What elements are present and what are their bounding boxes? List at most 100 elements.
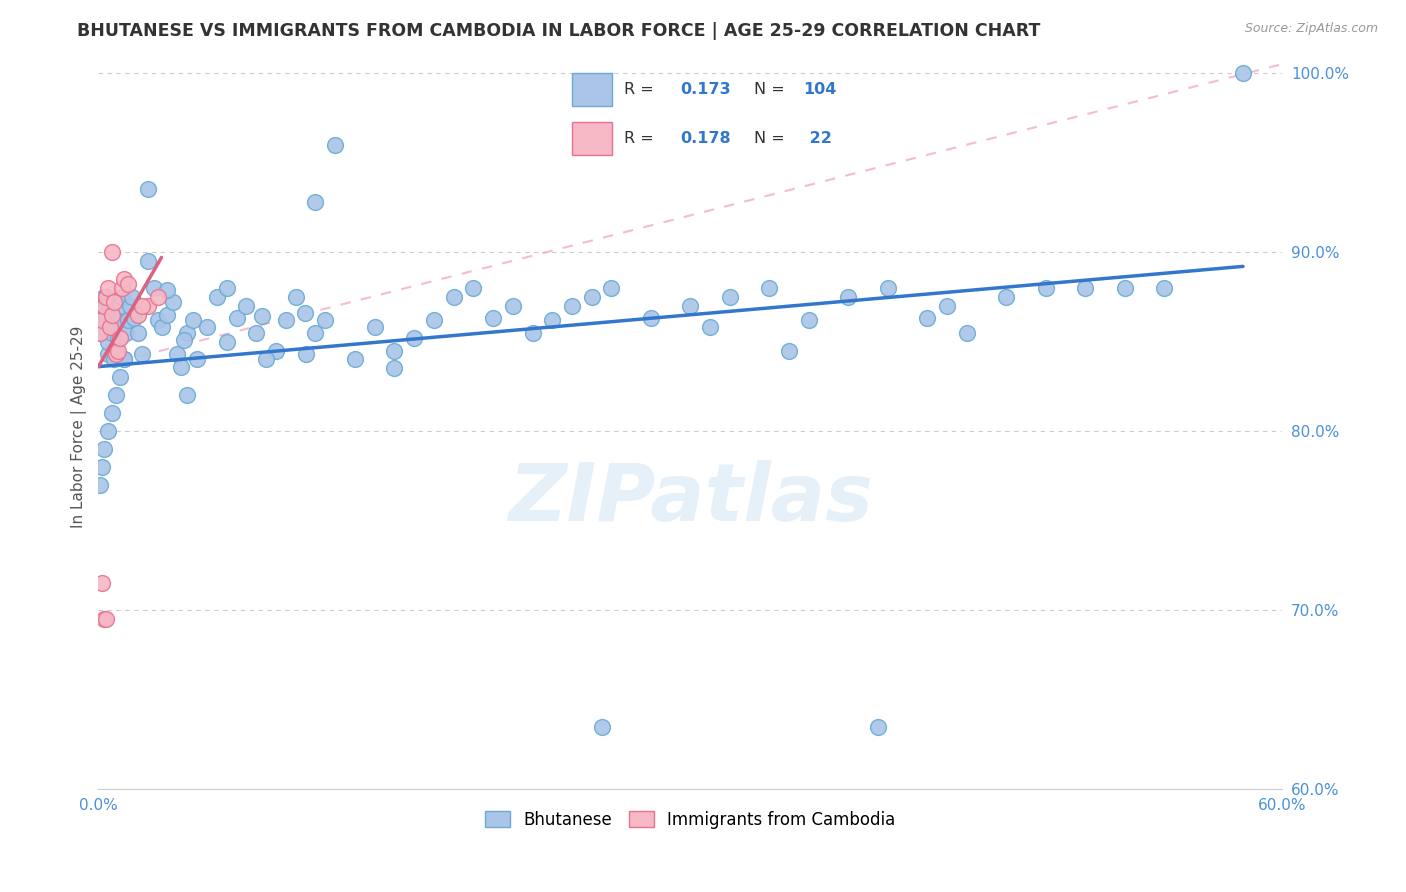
Point bbox=[105, 347, 128, 361]
Point bbox=[482, 311, 505, 326]
Point bbox=[254, 352, 277, 367]
Point bbox=[93, 442, 115, 456]
Point bbox=[103, 352, 125, 367]
Point bbox=[108, 331, 131, 345]
Point bbox=[363, 320, 385, 334]
Point bbox=[91, 313, 114, 327]
Point bbox=[111, 290, 134, 304]
Point bbox=[640, 311, 662, 326]
Point bbox=[93, 299, 115, 313]
Point bbox=[591, 720, 613, 734]
Text: 0.173: 0.173 bbox=[681, 81, 731, 96]
Point bbox=[111, 281, 134, 295]
Point bbox=[91, 576, 114, 591]
Point bbox=[866, 720, 889, 734]
Point bbox=[146, 290, 169, 304]
Text: N =: N = bbox=[754, 81, 790, 96]
Text: ZIPatlas: ZIPatlas bbox=[508, 460, 873, 538]
Point bbox=[105, 343, 128, 358]
Point bbox=[304, 326, 326, 340]
Point bbox=[443, 290, 465, 304]
Point bbox=[96, 308, 118, 322]
Point bbox=[176, 326, 198, 340]
Point bbox=[91, 459, 114, 474]
Point bbox=[205, 290, 228, 304]
Point bbox=[117, 277, 139, 292]
Point bbox=[101, 308, 124, 322]
Point bbox=[1074, 281, 1097, 295]
Point bbox=[170, 359, 193, 374]
Point bbox=[131, 299, 153, 313]
Point bbox=[98, 299, 121, 313]
Point bbox=[115, 326, 138, 340]
Point bbox=[131, 347, 153, 361]
Point bbox=[384, 361, 406, 376]
Point bbox=[173, 333, 195, 347]
FancyBboxPatch shape bbox=[572, 122, 612, 155]
Point bbox=[150, 320, 173, 334]
Point bbox=[679, 299, 702, 313]
Point bbox=[323, 137, 346, 152]
Point bbox=[915, 311, 938, 326]
Point bbox=[136, 299, 159, 313]
Point bbox=[91, 313, 114, 327]
Point bbox=[166, 347, 188, 361]
Point bbox=[294, 347, 316, 361]
Point bbox=[156, 283, 179, 297]
Point bbox=[384, 343, 406, 358]
Point bbox=[127, 326, 149, 340]
Text: 0.178: 0.178 bbox=[681, 131, 731, 146]
Point bbox=[122, 311, 145, 326]
Text: N =: N = bbox=[754, 131, 790, 146]
Point bbox=[581, 290, 603, 304]
Text: 104: 104 bbox=[804, 81, 837, 96]
Text: Source: ZipAtlas.com: Source: ZipAtlas.com bbox=[1244, 22, 1378, 36]
Text: BHUTANESE VS IMMIGRANTS FROM CAMBODIA IN LABOR FORCE | AGE 25-29 CORRELATION CHA: BHUTANESE VS IMMIGRANTS FROM CAMBODIA IN… bbox=[77, 22, 1040, 40]
Point bbox=[98, 317, 121, 331]
Point bbox=[118, 299, 141, 313]
Text: R =: R = bbox=[624, 81, 659, 96]
Point bbox=[956, 326, 979, 340]
Point bbox=[93, 320, 115, 334]
Point bbox=[89, 326, 111, 340]
Point bbox=[96, 290, 118, 304]
Point bbox=[797, 313, 820, 327]
Point bbox=[274, 313, 297, 327]
Point bbox=[245, 326, 267, 340]
Point bbox=[101, 311, 124, 326]
Point bbox=[91, 299, 114, 313]
Point bbox=[97, 347, 120, 361]
Point bbox=[522, 326, 544, 340]
FancyBboxPatch shape bbox=[572, 73, 612, 105]
Point bbox=[97, 281, 120, 295]
Point bbox=[107, 343, 129, 358]
Point bbox=[108, 299, 131, 313]
Point bbox=[97, 334, 120, 349]
Point bbox=[156, 308, 179, 322]
Point bbox=[162, 295, 184, 310]
Point bbox=[264, 343, 287, 358]
Point bbox=[304, 194, 326, 209]
Point bbox=[112, 352, 135, 367]
Point bbox=[117, 313, 139, 327]
Point bbox=[108, 370, 131, 384]
Point bbox=[404, 331, 426, 345]
Point bbox=[718, 290, 741, 304]
Point bbox=[995, 290, 1018, 304]
Point bbox=[778, 343, 800, 358]
Point bbox=[89, 326, 111, 340]
Point bbox=[600, 281, 623, 295]
Point bbox=[502, 299, 524, 313]
Point bbox=[112, 352, 135, 367]
Point bbox=[561, 299, 583, 313]
Point bbox=[1114, 281, 1136, 295]
Point bbox=[136, 182, 159, 196]
Point bbox=[1232, 66, 1254, 80]
Point bbox=[235, 299, 257, 313]
Point bbox=[121, 290, 143, 304]
Point bbox=[936, 299, 959, 313]
Point bbox=[1153, 281, 1175, 295]
Point bbox=[699, 320, 721, 334]
Point bbox=[107, 313, 129, 327]
Point bbox=[876, 281, 898, 295]
